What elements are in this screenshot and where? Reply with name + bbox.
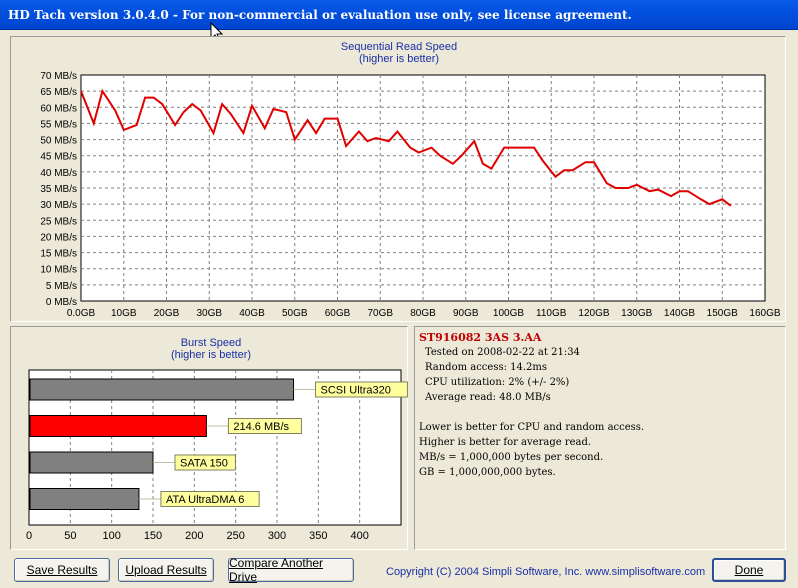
upload-results-button[interactable]: Upload Results [118, 558, 214, 582]
x-tick-label: 160GB [749, 308, 780, 319]
burst-x-tick-label: 300 [268, 530, 286, 542]
x-tick-label: 30GB [196, 308, 222, 319]
y-tick-label: 65 MB/s [40, 87, 77, 98]
burst-x-tick-label: 200 [185, 530, 203, 542]
copyright-text: Copyright (C) 2004 Simpli Software, Inc.… [386, 566, 706, 578]
burst-bar [29, 451, 154, 474]
x-tick-label: 100GB [493, 308, 524, 319]
drive-model: ST916082 3AS 3.AA [419, 331, 542, 344]
note-mbps-definition: MB/s = 1,000,000 bytes per second. [419, 452, 604, 463]
x-tick-label: 20GB [154, 308, 180, 319]
x-tick-label: 50GB [282, 308, 308, 319]
x-tick-label: 130GB [621, 308, 652, 319]
note-lower-better: Lower is better for CPU and random acces… [419, 422, 645, 433]
save-results-label: Save Results [26, 563, 98, 577]
y-tick-label: 25 MB/s [40, 216, 77, 227]
tested-on: Tested on 2008-02-22 at 21:34 [425, 347, 580, 358]
burst-speed-chart: 0 50 100 150 200 250 300 350 400 SCSI Ultra320 214… [26, 369, 408, 542]
note-higher-better: Higher is better for average read. [419, 437, 592, 448]
upload-results-label: Upload Results [125, 563, 207, 577]
burst-x-tick-label: 50 [64, 530, 76, 542]
drive-info-panel: ST916082 3AS 3.AA Tested on 2008-02-22 a… [414, 326, 786, 550]
compare-another-drive-label: Compare Another Drive [229, 556, 324, 584]
y-tick-label: 55 MB/s [40, 119, 77, 130]
x-tick-label: 140GB [664, 308, 695, 319]
burst-x-tick-label: 150 [144, 530, 162, 542]
burst-label-box [315, 381, 408, 398]
burst-bar [29, 415, 207, 437]
burst-bar-label: ATA UltraDMA 6 [166, 494, 244, 506]
x-tick-label: 80GB [410, 308, 436, 319]
burst-x-tick-label: 100 [102, 530, 120, 542]
y-tick-label: 60 MB/s [40, 103, 77, 114]
burst-bar [29, 488, 140, 510]
y-tick-label: 35 MB/s [40, 184, 77, 195]
x-tick-label: 110GB [536, 308, 567, 319]
burst-bar-label: SATA 150 [180, 458, 228, 470]
burst-x-tick-label: 250 [226, 530, 244, 542]
note-gb-definition: GB = 1,000,000,000 bytes. [419, 467, 556, 478]
y-tick-label: 45 MB/s [40, 152, 77, 163]
y-tick-label: 20 MB/s [40, 232, 77, 243]
save-results-button[interactable]: Save Results [14, 558, 110, 582]
x-tick-label: 70GB [367, 308, 393, 319]
burst-x-tick-label: 350 [309, 530, 327, 542]
compare-another-drive-button[interactable]: Compare Another Drive [228, 556, 354, 584]
x-tick-label: 120GB [578, 308, 609, 319]
done-label: Done [734, 563, 764, 577]
y-tick-label: 30 MB/s [40, 200, 77, 211]
burst-x-tick-label: 0 [26, 530, 32, 542]
window-title-bar[interactable]: HD Tach version 3.0.4.0 - For non-commer… [0, 0, 798, 30]
y-tick-label: 0 MB/s [46, 297, 77, 308]
burst-speed-panel: Burst Speed (higher is better) 0 50 100 150… [10, 326, 408, 550]
burst-label-box [160, 491, 260, 507]
burst-bar-label: SCSI Ultra320 [321, 385, 391, 397]
average-read: Average read: 48.0 MB/s [425, 392, 551, 403]
burst-label-box [174, 454, 236, 471]
burst-chart-subtitle: (higher is better) [170, 349, 252, 361]
x-tick-label: 60GB [325, 308, 351, 319]
x-tick-label: 40GB [239, 308, 265, 319]
y-tick-label: 15 MB/s [40, 249, 77, 260]
y-tick-label: 70 MB/s [40, 71, 77, 82]
x-tick-label: 0.0GB [67, 308, 96, 319]
sequential-chart-title: Sequential Read Speed [340, 41, 458, 53]
y-tick-label: 50 MB/s [40, 136, 77, 147]
y-tick-label: 40 MB/s [40, 168, 77, 179]
burst-label-box [227, 418, 302, 434]
random-access: Random access: 14.2ms [425, 362, 548, 373]
burst-bar-label: 214.6 MB/s [233, 421, 289, 433]
window-title: HD Tach version 3.0.4.0 - For non-commer… [8, 8, 632, 22]
y-tick-label: 5 MB/s [46, 281, 77, 292]
burst-chart-title: Burst Speed [180, 337, 242, 349]
sequential-read-chart: 0.0GB 10GB 20GB 30GB 40GB 50GB 60GB 70GB 80GB 90G… [40, 71, 781, 319]
sequential-read-series-line [80, 88, 732, 207]
burst-bar [29, 378, 295, 401]
burst-x-tick-label: 400 [350, 530, 368, 542]
done-button[interactable]: Done [712, 558, 786, 582]
sequential-read-panel: Sequential Read Speed (higher is better)… [10, 36, 786, 322]
y-tick-label: 10 MB/s [40, 265, 77, 276]
x-tick-label: 10GB [111, 308, 137, 319]
x-tick-label: 150GB [707, 308, 738, 319]
x-tick-label: 90GB [453, 308, 479, 319]
cpu-utilization: CPU utilization: 2% (+/- 2%) [425, 377, 570, 388]
sequential-chart-subtitle: (higher is better) [358, 53, 440, 65]
